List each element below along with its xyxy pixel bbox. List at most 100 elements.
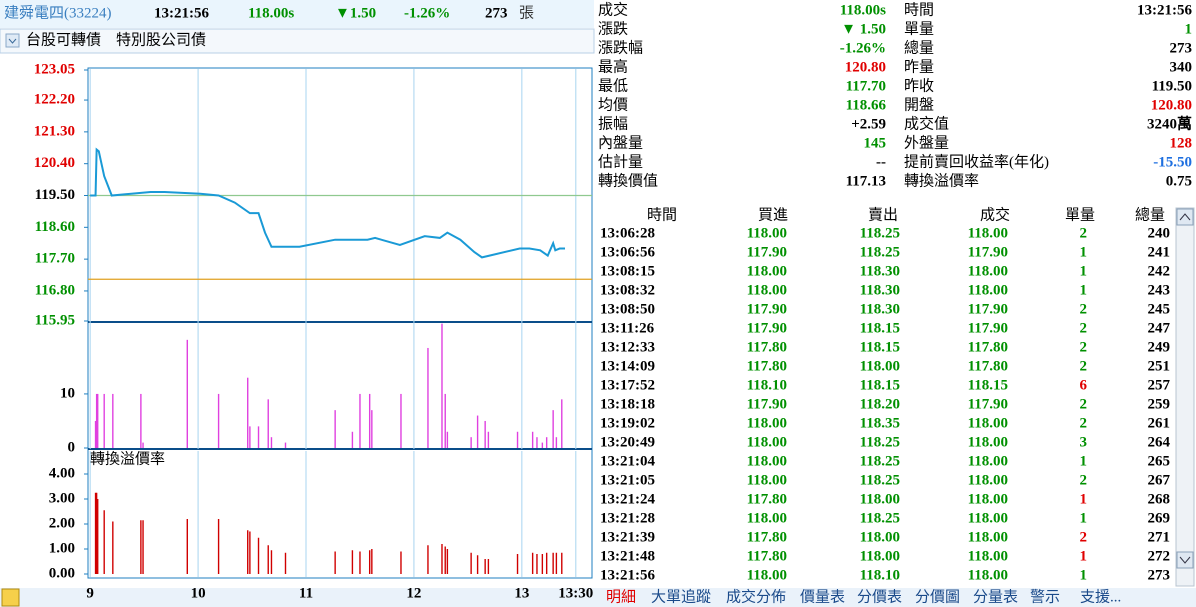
panel-title: 轉換溢價率 bbox=[90, 450, 165, 467]
tab[interactable]: 分量表 bbox=[973, 588, 1018, 605]
alert-icon[interactable] bbox=[1, 588, 20, 607]
x-tick-label: 12 bbox=[406, 585, 421, 601]
quote-value: 0.75 bbox=[1166, 173, 1192, 189]
trade-cell: 267 bbox=[1148, 472, 1171, 488]
trade-cell: 118.15 bbox=[968, 377, 1008, 393]
y-tick-label: 120.40 bbox=[34, 155, 75, 171]
trade-cell: 118.15 bbox=[860, 377, 900, 393]
trade-cell: 118.00 bbox=[968, 548, 1008, 564]
tab[interactable]: 明細 bbox=[606, 588, 636, 605]
y-tick-label: 2.00 bbox=[49, 515, 75, 531]
trade-cell: 2 bbox=[1080, 301, 1088, 317]
dropdown-button[interactable] bbox=[5, 33, 20, 48]
quote-value: -15.50 bbox=[1153, 154, 1192, 170]
trade-cell: 13:06:56 bbox=[600, 244, 655, 260]
trade-cell: 118.00 bbox=[860, 548, 900, 564]
quote-label: 成交值 bbox=[904, 114, 949, 132]
trade-cell: 6 bbox=[1080, 377, 1088, 393]
y-tick-label: 123.05 bbox=[34, 61, 75, 77]
x-tick-label: 13 bbox=[514, 585, 529, 601]
trade-cell: 118.10 bbox=[747, 377, 787, 393]
trade-cell: 13:17:52 bbox=[600, 377, 655, 393]
trade-cell: 118.00 bbox=[747, 415, 787, 431]
trade-cell: 118.00 bbox=[747, 453, 787, 469]
trade-cell: 13:19:02 bbox=[600, 415, 655, 431]
trade-cell: 118.25 bbox=[860, 510, 900, 526]
trade-cell: 273 bbox=[1148, 567, 1171, 583]
tab[interactable]: 大單追蹤 bbox=[651, 588, 711, 605]
trade-cell: 1 bbox=[1080, 244, 1088, 260]
trade-cell: 118.25 bbox=[860, 225, 900, 241]
y-tick-label: 10 bbox=[60, 385, 75, 401]
trade-cell: 117.90 bbox=[968, 396, 1008, 412]
trade-cell: 118.00 bbox=[968, 567, 1008, 583]
quote-value: 117.70 bbox=[846, 78, 886, 94]
column-header: 單量 bbox=[1065, 207, 1095, 223]
trade-cell: 118.00 bbox=[968, 529, 1008, 545]
x-tick-label: 13:30 bbox=[558, 585, 593, 601]
tab[interactable]: 支援... bbox=[1080, 588, 1121, 605]
trade-cell: 117.80 bbox=[747, 339, 787, 355]
trade-cell: 13:08:15 bbox=[600, 263, 655, 279]
trade-cell: 13:21:05 bbox=[600, 472, 655, 488]
column-header: 成交 bbox=[980, 205, 1010, 223]
y-tick-label: 3.00 bbox=[49, 490, 75, 506]
trade-cell: 13:21:48 bbox=[600, 548, 655, 564]
quote-value: 13:21:56 bbox=[1137, 2, 1192, 18]
trade-cell: 118.15 bbox=[860, 320, 900, 336]
trade-cell: 118.00 bbox=[968, 415, 1008, 431]
trade-cell: 118.25 bbox=[860, 472, 900, 488]
trade-cell: 13:08:32 bbox=[600, 282, 655, 298]
column-header: 賣出 bbox=[868, 206, 898, 223]
header-change-pct: -1.26% bbox=[404, 5, 450, 21]
trade-cell: 117.80 bbox=[747, 491, 787, 507]
y-tick-label: 116.80 bbox=[35, 282, 75, 298]
trade-cell: 118.00 bbox=[747, 225, 787, 241]
quote-label: 振幅 bbox=[598, 115, 628, 132]
trade-cell: 13:11:26 bbox=[600, 320, 655, 336]
quote-label: 時間 bbox=[904, 1, 934, 18]
quote-label: 漲跌 bbox=[598, 20, 628, 37]
quote-label: 成交 bbox=[598, 0, 628, 18]
subbar-item[interactable]: 台股可轉債 bbox=[26, 31, 101, 48]
trade-cell: 118.00 bbox=[747, 472, 787, 488]
tab-bar bbox=[0, 588, 1196, 607]
quote-label: 外盤量 bbox=[904, 134, 949, 151]
scrollbar[interactable] bbox=[1175, 207, 1195, 587]
tab[interactable]: 分價圖 bbox=[915, 588, 960, 605]
trade-cell: 117.80 bbox=[747, 548, 787, 564]
x-tick-label: 9 bbox=[86, 585, 94, 601]
tab[interactable]: 成交分佈 bbox=[726, 587, 786, 605]
trade-cell: 13:20:49 bbox=[600, 434, 655, 450]
trade-cell: 118.00 bbox=[968, 453, 1008, 469]
trade-cell: 118.30 bbox=[860, 301, 900, 317]
quote-value: 128 bbox=[1170, 135, 1193, 151]
trade-cell: 1 bbox=[1080, 453, 1088, 469]
trade-cell: 259 bbox=[1148, 396, 1171, 412]
y-tick-label: 4.00 bbox=[49, 465, 75, 481]
quote-value: 117.13 bbox=[846, 173, 886, 189]
tab[interactable]: 價量表 bbox=[800, 588, 845, 605]
trade-cell: 118.00 bbox=[747, 263, 787, 279]
quote-label: 單量 bbox=[904, 21, 934, 37]
price-line bbox=[90, 147, 566, 259]
quote-label: 轉換溢價率 bbox=[904, 172, 979, 189]
trade-cell: 118.00 bbox=[747, 282, 787, 298]
scroll-down[interactable] bbox=[1176, 551, 1194, 569]
trade-cell: 1 bbox=[1080, 282, 1088, 298]
subbar-item[interactable]: 特別股公司債 bbox=[116, 31, 206, 48]
trade-cell: 117.90 bbox=[747, 301, 787, 317]
quote-value: 340 bbox=[1170, 59, 1193, 75]
quote-value: +2.59 bbox=[851, 116, 886, 132]
tab[interactable]: 警示 bbox=[1030, 588, 1060, 605]
scroll-up[interactable] bbox=[1176, 208, 1194, 226]
trade-cell: 2 bbox=[1080, 320, 1088, 336]
trade-cell: 117.80 bbox=[747, 358, 787, 374]
trade-cell: 118.25 bbox=[860, 453, 900, 469]
column-header: 買進 bbox=[758, 206, 788, 223]
trade-cell: 13:08:50 bbox=[600, 301, 655, 317]
trade-cell: 2 bbox=[1080, 358, 1088, 374]
quote-label: 最低 bbox=[598, 77, 628, 94]
trade-cell: 117.80 bbox=[747, 529, 787, 545]
tab[interactable]: 分價表 bbox=[857, 588, 902, 605]
